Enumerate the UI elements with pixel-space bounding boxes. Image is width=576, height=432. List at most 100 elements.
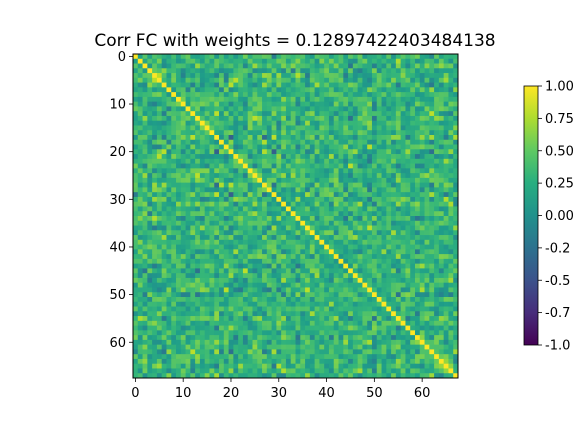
- heatmap-cell: [200, 183, 205, 188]
- heatmap-cell: [420, 187, 425, 192]
- heatmap-cell: [329, 187, 334, 192]
- heatmap-cell: [334, 97, 339, 102]
- heatmap-cell: [425, 354, 430, 359]
- heatmap-cell: [143, 168, 148, 173]
- heatmap-cell: [448, 245, 453, 250]
- heatmap-cell: [367, 259, 372, 264]
- heatmap-cell: [329, 111, 334, 116]
- heatmap-cell: [157, 78, 162, 83]
- heatmap-cell: [434, 292, 439, 297]
- heatmap-cell: [152, 140, 157, 145]
- heatmap-cell: [272, 335, 277, 340]
- heatmap-cell: [176, 230, 181, 235]
- heatmap-cell: [420, 173, 425, 178]
- heatmap-cell: [205, 340, 210, 345]
- heatmap-cell: [319, 245, 324, 250]
- heatmap-cell: [410, 135, 415, 140]
- heatmap-cell: [248, 116, 253, 121]
- heatmap-cell: [310, 92, 315, 97]
- heatmap-cell: [205, 168, 210, 173]
- heatmap-cell: [262, 87, 267, 92]
- heatmap-cell: [425, 125, 430, 130]
- heatmap-cell: [343, 226, 348, 231]
- heatmap-cell: [415, 226, 420, 231]
- heatmap-cell: [343, 240, 348, 245]
- heatmap-cell: [267, 264, 272, 269]
- heatmap-cell: [133, 297, 138, 302]
- heatmap-cell: [319, 197, 324, 202]
- heatmap-cell: [386, 211, 391, 216]
- heatmap-cell: [252, 278, 257, 283]
- heatmap-cell: [401, 116, 406, 121]
- heatmap-cell: [171, 202, 176, 207]
- heatmap-cell: [405, 273, 410, 278]
- heatmap-cell: [425, 140, 430, 145]
- heatmap-cell: [448, 326, 453, 331]
- heatmap-cell: [367, 192, 372, 197]
- heatmap-cell: [166, 130, 171, 135]
- heatmap-cell: [214, 159, 219, 164]
- heatmap-cell: [162, 145, 167, 150]
- heatmap-cell: [434, 164, 439, 169]
- heatmap-cell: [415, 216, 420, 221]
- heatmap-cell: [382, 135, 387, 140]
- heatmap-cell: [405, 292, 410, 297]
- heatmap-cell: [372, 287, 377, 292]
- heatmap-cell: [224, 187, 229, 192]
- heatmap-cell: [166, 154, 171, 159]
- heatmap-cell: [186, 330, 191, 335]
- heatmap-cell: [262, 187, 267, 192]
- heatmap-cell: [166, 59, 171, 64]
- x-tick-label: 50: [366, 386, 383, 401]
- heatmap-cell: [224, 202, 229, 207]
- heatmap-cell: [262, 135, 267, 140]
- heatmap-cell: [291, 283, 296, 288]
- heatmap-cell: [300, 302, 305, 307]
- heatmap-cell: [429, 273, 434, 278]
- heatmap-cell: [176, 159, 181, 164]
- heatmap-cell: [200, 297, 205, 302]
- heatmap-cell: [243, 297, 248, 302]
- heatmap-cell: [415, 111, 420, 116]
- heatmap-cell: [305, 230, 310, 235]
- heatmap-cell: [205, 87, 210, 92]
- heatmap-cell: [233, 154, 238, 159]
- heatmap-cell: [300, 59, 305, 64]
- heatmap-cell: [171, 368, 176, 373]
- heatmap-cell: [291, 130, 296, 135]
- heatmap-cell: [152, 149, 157, 154]
- heatmap-cell: [257, 245, 262, 250]
- heatmap-cell: [186, 216, 191, 221]
- heatmap-cell: [329, 125, 334, 130]
- heatmap-cell: [190, 159, 195, 164]
- heatmap-cell: [243, 78, 248, 83]
- heatmap-cell: [267, 154, 272, 159]
- heatmap-cell: [372, 273, 377, 278]
- heatmap-cell: [310, 202, 315, 207]
- heatmap-cell: [162, 73, 167, 78]
- heatmap-cell: [401, 235, 406, 240]
- heatmap-cell: [420, 168, 425, 173]
- heatmap-cell: [367, 154, 372, 159]
- heatmap-cell: [147, 287, 152, 292]
- heatmap-cell: [205, 364, 210, 369]
- heatmap-cell: [367, 164, 372, 169]
- heatmap-cell: [300, 54, 305, 59]
- heatmap-cell: [214, 307, 219, 312]
- heatmap-cell: [219, 83, 224, 88]
- heatmap-cell: [362, 173, 367, 178]
- colorbar: [524, 86, 538, 345]
- heatmap-cell: [358, 92, 363, 97]
- heatmap-cell: [358, 73, 363, 78]
- heatmap-cell: [391, 230, 396, 235]
- heatmap-cell: [171, 121, 176, 126]
- heatmap-cell: [176, 102, 181, 107]
- heatmap-cell: [238, 368, 243, 373]
- heatmap-cell: [171, 249, 176, 254]
- heatmap-cell: [229, 235, 234, 240]
- heatmap-cell: [267, 235, 272, 240]
- heatmap-cell: [315, 245, 320, 250]
- heatmap-cell: [157, 154, 162, 159]
- heatmap-cell: [281, 216, 286, 221]
- heatmap-cell: [291, 102, 296, 107]
